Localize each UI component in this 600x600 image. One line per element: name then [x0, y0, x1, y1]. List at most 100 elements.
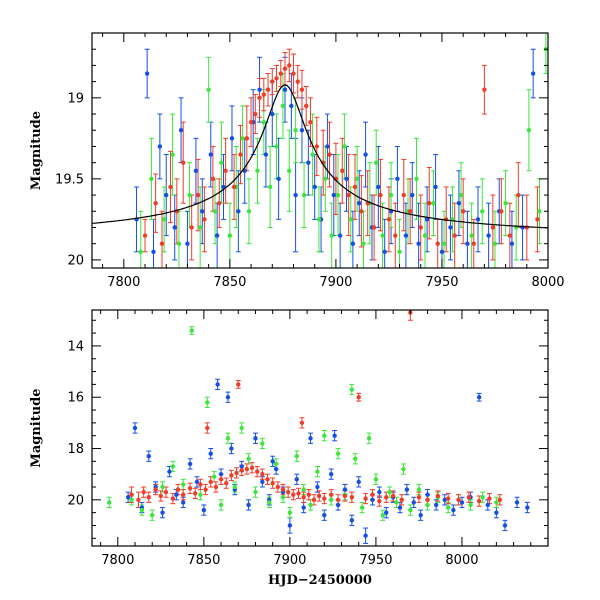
data-point-red [393, 233, 398, 238]
data-point-red [287, 63, 292, 68]
x-tick-label: 7900 [319, 275, 352, 290]
data-point-green [323, 176, 328, 182]
data-point-red [390, 493, 396, 499]
data-point-red [224, 480, 229, 486]
data-point-red [418, 225, 423, 230]
data-point-red [193, 491, 198, 496]
data-point-red [163, 489, 169, 495]
top-panel-ylabel: Magnitude [29, 111, 44, 190]
data-point-green [316, 217, 322, 222]
data-point-blue [509, 241, 515, 246]
data-point-green [373, 477, 379, 482]
data-point-green [260, 441, 265, 446]
data-point-red [282, 66, 288, 71]
data-point-red [265, 87, 271, 92]
data-point-red [335, 497, 341, 503]
data-point-green [198, 492, 203, 497]
data-point-green [246, 456, 251, 461]
data-point-red [328, 492, 334, 497]
data-point-blue [451, 507, 456, 513]
data-point-blue [322, 513, 327, 518]
data-point-green [301, 192, 307, 198]
data-point-red [153, 487, 158, 492]
data-point-blue [306, 160, 311, 165]
data-point-green [349, 387, 355, 392]
y-tick-label: 20 [67, 493, 84, 508]
data-point-blue [370, 497, 375, 503]
data-point-green [388, 192, 394, 198]
x-tick-label: 7800 [101, 553, 134, 568]
data-point-red [274, 76, 279, 81]
data-point-red [168, 184, 173, 190]
x-tick-label: 7950 [359, 553, 392, 568]
data-point-green [425, 502, 430, 508]
data-point-green [322, 433, 327, 438]
data-point-red [352, 184, 358, 190]
data-point-blue [299, 128, 305, 133]
data-point-green [187, 192, 192, 198]
data-point-red [198, 482, 203, 487]
data-point-red [301, 495, 306, 500]
data-point-blue [167, 469, 172, 474]
data-point-red [153, 200, 158, 206]
data-point-green [445, 505, 451, 510]
data-point-red [159, 241, 165, 246]
x-tick-label: 8000 [445, 553, 478, 568]
bottom-panel: 7800 7850 7900 7950 8000 14 16 18 20 Magnitude H… [29, 309, 549, 588]
data-point-red [249, 465, 255, 470]
data-point-red [299, 87, 305, 92]
data-point-blue [246, 502, 251, 508]
data-point-green [387, 489, 392, 495]
data-point-blue [325, 144, 330, 149]
data-point-green [397, 249, 402, 254]
data-point-red [205, 425, 210, 431]
data-point-red [244, 466, 250, 472]
data-point-blue [349, 518, 355, 523]
data-point-red [416, 495, 422, 500]
data-point-red [378, 192, 383, 198]
data-point-green [380, 513, 386, 518]
data-point-blue [289, 103, 294, 109]
data-point-blue [331, 192, 336, 198]
data-point-green [225, 436, 231, 441]
data-point-blue [424, 217, 430, 222]
data-point-red [296, 491, 301, 496]
data-point-blue [263, 152, 269, 157]
data-point-red [141, 489, 146, 495]
bottom-panel-errorbars [106, 310, 530, 544]
top-panel-errorbars [134, 33, 548, 268]
data-point-red [386, 217, 392, 222]
data-point-green [503, 200, 508, 206]
data-point-red [231, 184, 237, 190]
data-point-blue [178, 128, 184, 133]
data-point-blue [459, 500, 465, 505]
data-point-red [280, 487, 286, 492]
data-point-blue [174, 492, 179, 497]
data-point-red [311, 497, 317, 503]
data-point-red [202, 217, 207, 222]
data-point-blue [442, 497, 447, 503]
data-point-red [399, 497, 404, 503]
data-point-green [253, 489, 258, 495]
data-point-red [189, 225, 194, 230]
data-point-red [244, 136, 250, 141]
x-tick-label: 7950 [425, 275, 458, 290]
data-point-blue [337, 233, 343, 238]
data-point-blue [225, 395, 231, 400]
y-tick-label: 14 [67, 339, 84, 354]
bottom-panel-frame [91, 309, 549, 547]
data-point-red [342, 493, 348, 499]
data-point-red [253, 111, 258, 117]
data-point-green [139, 507, 145, 513]
data-point-red [316, 493, 322, 499]
data-point-blue [125, 495, 131, 500]
data-point-blue [342, 487, 348, 492]
data-point-blue [384, 510, 389, 515]
data-point-red [236, 382, 241, 387]
data-point-blue [273, 466, 279, 472]
data-point-green [274, 144, 279, 149]
y-tick-label: 18 [67, 442, 84, 457]
data-point-green [468, 502, 473, 508]
data-point-blue [494, 510, 499, 515]
y-tick-label: 19 [67, 91, 84, 106]
